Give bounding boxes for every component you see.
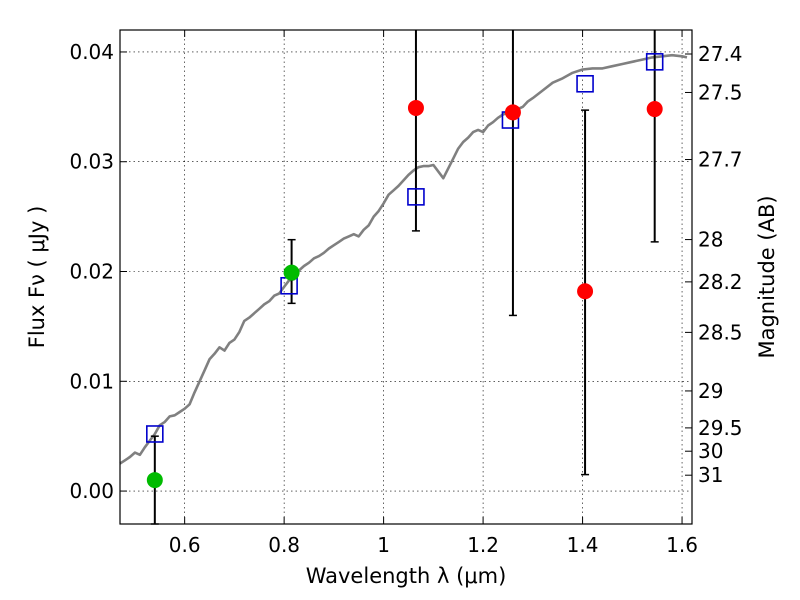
y-tick-label: 0.02 bbox=[69, 260, 114, 284]
data-layer bbox=[119, 30, 688, 525]
y-tick-label: 0.03 bbox=[69, 150, 114, 174]
detection-point bbox=[283, 264, 300, 281]
mag-tick-label: 27.5 bbox=[698, 80, 743, 104]
x-tick-label: 1.6 bbox=[666, 533, 698, 557]
y-axis-label: Flux Fν ( μJy ) bbox=[25, 206, 49, 349]
y2-axis-label: Magnitude (AB) bbox=[755, 195, 779, 358]
x-tick-label: 0.8 bbox=[268, 533, 300, 557]
mag-tick-label: 30 bbox=[698, 439, 723, 463]
model-photometry-point bbox=[645, 53, 664, 71]
x-tick-label: 1 bbox=[377, 533, 390, 557]
y-tick-label: 0.01 bbox=[69, 369, 114, 393]
axes-layer: 0.6 0.8 1 1.2 1.4 1.6 0.00 0.01 0.02 0.03 0.04 27.4… bbox=[69, 30, 743, 557]
y-tick-label: 0.04 bbox=[69, 40, 114, 64]
upper-limit-point bbox=[577, 283, 594, 300]
model-photometry-point bbox=[407, 188, 425, 206]
model-photometry-point bbox=[576, 74, 594, 93]
upper-limit-point bbox=[646, 101, 663, 118]
plot-frame bbox=[119, 29, 693, 525]
mag-tick-label: 27.4 bbox=[698, 42, 743, 66]
upper-limit-point bbox=[504, 104, 521, 121]
x-axis-label: Wavelength λ (μm) bbox=[306, 564, 507, 588]
x-tick-label: 1.4 bbox=[567, 533, 599, 557]
mag-tick-label: 31 bbox=[698, 463, 723, 487]
y-tick-label: 0.00 bbox=[69, 479, 114, 503]
spectrum-line bbox=[119, 53, 688, 465]
mag-tick-label: 27.7 bbox=[698, 148, 743, 172]
mag-tick-label: 29.5 bbox=[698, 416, 743, 440]
upper-limit-point bbox=[407, 99, 424, 116]
mag-tick-label: 28.5 bbox=[698, 320, 743, 344]
model-photometry-point bbox=[146, 425, 164, 443]
grid-lines bbox=[120, 30, 692, 524]
mag-tick-label: 29 bbox=[698, 379, 723, 403]
mag-tick-label: 28.2 bbox=[698, 270, 743, 294]
mag-tick-label: 28 bbox=[698, 228, 723, 252]
detection-point bbox=[146, 472, 163, 489]
x-tick-label: 0.6 bbox=[169, 533, 201, 557]
x-tick-label: 1.2 bbox=[467, 533, 499, 557]
